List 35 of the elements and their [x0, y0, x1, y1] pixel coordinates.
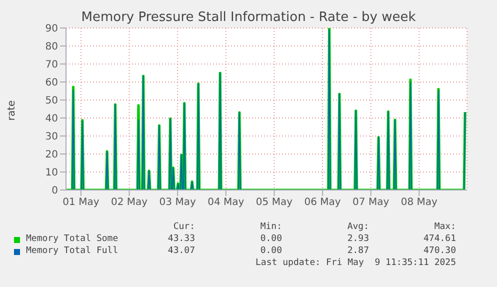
text: 470.30 — [422, 246, 456, 256]
text: 474.61 — [422, 234, 456, 244]
y-tick-label: 50 — [45, 96, 58, 107]
text: Min: — [259, 222, 282, 232]
y-tick-label: 80 — [45, 42, 58, 53]
text: 2.93 — [346, 234, 369, 244]
legend-label: Memory Total Full — [26, 246, 118, 256]
x-tick-label: 05 May — [256, 197, 293, 208]
y-tick-label: 90 — [45, 24, 58, 35]
x-tick-label: 08 May — [400, 197, 438, 208]
x-tick-label: 04 May — [208, 197, 244, 208]
x-tick-label: 06 May — [304, 197, 341, 208]
text: Cur: — [172, 222, 195, 232]
text: 43.07 — [166, 246, 195, 256]
text: Max: — [433, 222, 456, 232]
text: 0.00 — [259, 234, 282, 244]
x-tick-label: 07 May — [352, 197, 390, 208]
x-tick-label: 02 May — [110, 197, 148, 208]
y-tick-label: 70 — [45, 60, 58, 71]
y-tick-label: 20 — [45, 150, 58, 161]
y-tick-label: 60 — [45, 78, 58, 89]
y-tick-label: 40 — [45, 114, 58, 125]
y-tick-label: 0 — [52, 186, 58, 197]
legend-label: Memory Total Some — [26, 234, 118, 244]
x-tick-label: 01 May — [62, 197, 100, 208]
text: 0.00 — [259, 246, 282, 256]
text: Last update: Fri May 9 11:35:11 2025 — [254, 258, 456, 268]
text: Avg: — [346, 222, 369, 232]
y-tick-label: 30 — [45, 132, 58, 143]
y-axis-title: rate — [6, 100, 18, 120]
text: 2.87 — [346, 246, 369, 256]
y-tick-label: 10 — [45, 168, 58, 179]
chart-title: Memory Pressure Stall Information - Rate - by week — [80, 10, 417, 25]
x-tick-label: 03 May — [159, 197, 196, 208]
text: 43.33 — [166, 234, 195, 244]
